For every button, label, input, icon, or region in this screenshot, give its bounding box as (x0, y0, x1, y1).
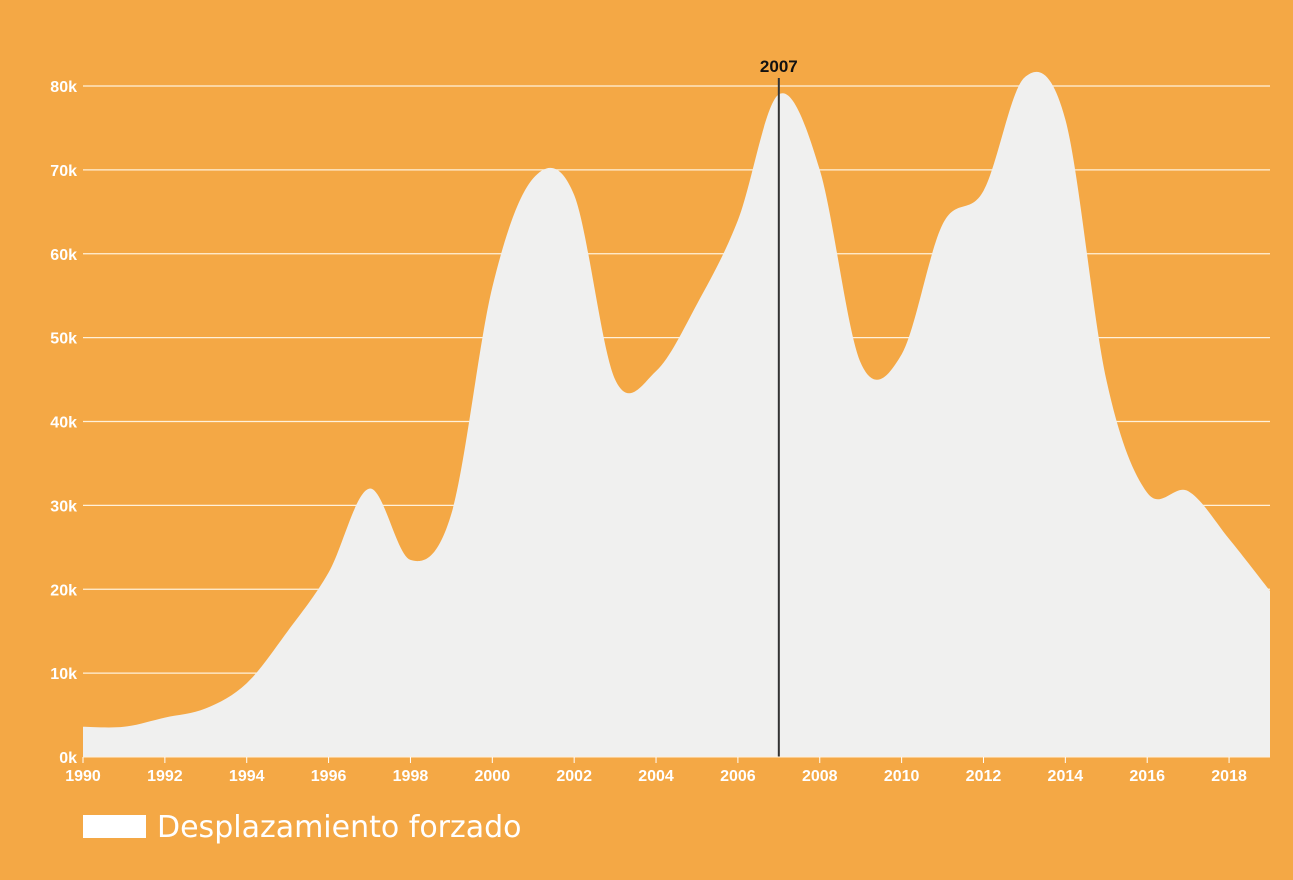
x-tick-label-1998: 1998 (393, 768, 429, 785)
x-tick-label-2008: 2008 (802, 768, 838, 785)
x-tick-label-2010: 2010 (884, 768, 920, 785)
y-tick-label-30k: 30k (50, 498, 77, 515)
legend-swatch-desplazamiento-forzado (83, 815, 146, 838)
x-tick-label-1990: 1990 (65, 768, 101, 785)
x-tick-label-2002: 2002 (556, 768, 592, 785)
x-tick-label-1992: 1992 (147, 768, 183, 785)
y-tick-label-80k: 80k (50, 79, 77, 96)
legend: Desplazamiento forzado (83, 810, 522, 845)
x-tick-label-2018: 2018 (1211, 768, 1247, 785)
marker-label: 2007 (760, 57, 798, 76)
area-layer (83, 71, 1270, 758)
x-tick-label-2014: 2014 (1048, 768, 1084, 785)
marker-layer: 2007 (760, 57, 798, 757)
x-axis: 1990 1992 1994 1996 1998 2000 2002 2004 2006 2008… (65, 756, 1270, 785)
y-tick-label-0k: 0k (59, 750, 77, 767)
x-tick-label-2012: 2012 (966, 768, 1002, 785)
x-tick-label-2000: 2000 (475, 768, 511, 785)
x-tick-label-1994: 1994 (229, 768, 265, 785)
x-tick-label-2006: 2006 (720, 768, 756, 785)
y-tick-label-10k: 10k (50, 666, 77, 683)
y-axis: 0k 10k 20k 30k 40k 50k 60k 70k 80k (50, 79, 77, 767)
y-tick-label-20k: 20k (50, 582, 77, 599)
x-tick-label-2016: 2016 (1129, 768, 1165, 785)
area-series-desplazamiento-forzado (83, 71, 1270, 758)
x-tick-label-1996: 1996 (311, 768, 347, 785)
y-tick-label-40k: 40k (50, 415, 77, 432)
y-tick-label-50k: 50k (50, 331, 77, 348)
x-tick-label-2004: 2004 (638, 768, 674, 785)
y-tick-label-70k: 70k (50, 163, 77, 180)
legend-label-desplazamiento-forzado: Desplazamiento forzado (157, 810, 522, 845)
y-tick-label-60k: 60k (50, 247, 77, 264)
